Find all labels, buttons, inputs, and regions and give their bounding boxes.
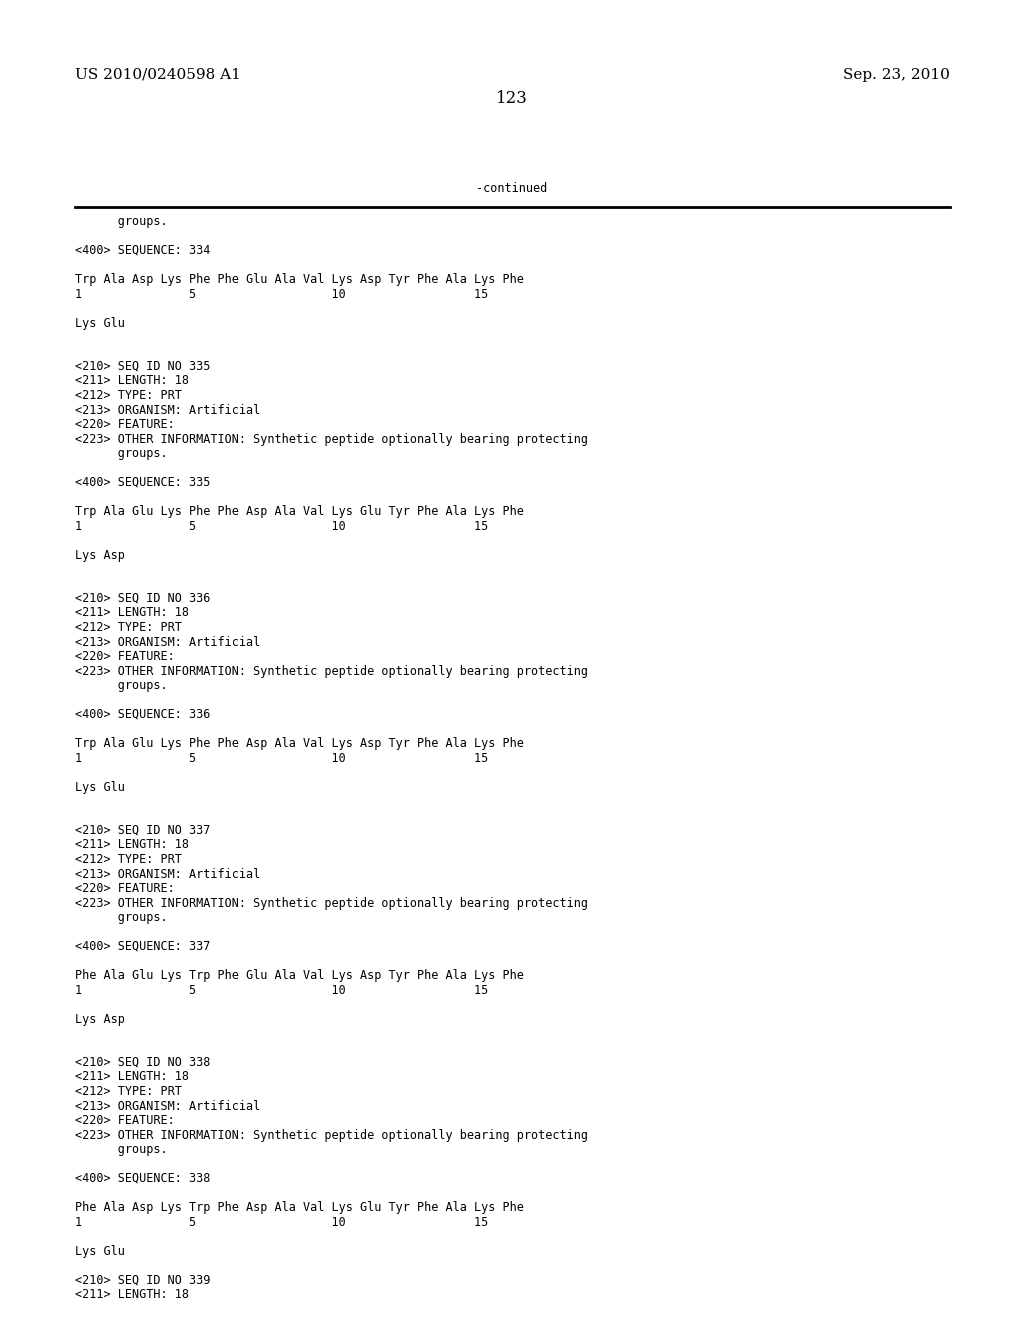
Text: <212> TYPE: PRT: <212> TYPE: PRT xyxy=(75,620,182,634)
Text: <223> OTHER INFORMATION: Synthetic peptide optionally bearing protecting: <223> OTHER INFORMATION: Synthetic pepti… xyxy=(75,664,588,677)
Text: <223> OTHER INFORMATION: Synthetic peptide optionally bearing protecting: <223> OTHER INFORMATION: Synthetic pepti… xyxy=(75,433,588,446)
Text: <212> TYPE: PRT: <212> TYPE: PRT xyxy=(75,389,182,403)
Text: <400> SEQUENCE: 338: <400> SEQUENCE: 338 xyxy=(75,1172,210,1185)
Text: Sep. 23, 2010: Sep. 23, 2010 xyxy=(843,69,950,82)
Text: 1               5                   10                  15: 1 5 10 15 xyxy=(75,751,488,764)
Text: <220> FEATURE:: <220> FEATURE: xyxy=(75,649,175,663)
Text: Trp Ala Asp Lys Phe Phe Glu Ala Val Lys Asp Tyr Phe Ala Lys Phe: Trp Ala Asp Lys Phe Phe Glu Ala Val Lys … xyxy=(75,273,524,286)
Text: Lys Glu: Lys Glu xyxy=(75,1245,125,1258)
Text: US 2010/0240598 A1: US 2010/0240598 A1 xyxy=(75,69,241,82)
Text: Trp Ala Glu Lys Phe Phe Asp Ala Val Lys Asp Tyr Phe Ala Lys Phe: Trp Ala Glu Lys Phe Phe Asp Ala Val Lys … xyxy=(75,737,524,750)
Text: <210> SEQ ID NO 338: <210> SEQ ID NO 338 xyxy=(75,1056,210,1069)
Text: Phe Ala Asp Lys Trp Phe Asp Ala Val Lys Glu Tyr Phe Ala Lys Phe: Phe Ala Asp Lys Trp Phe Asp Ala Val Lys … xyxy=(75,1201,524,1214)
Text: <210> SEQ ID NO 336: <210> SEQ ID NO 336 xyxy=(75,591,210,605)
Text: <213> ORGANISM: Artificial: <213> ORGANISM: Artificial xyxy=(75,404,260,417)
Text: Lys Asp: Lys Asp xyxy=(75,1012,125,1026)
Text: <211> LENGTH: 18: <211> LENGTH: 18 xyxy=(75,838,189,851)
Text: Trp Ala Glu Lys Phe Phe Asp Ala Val Lys Glu Tyr Phe Ala Lys Phe: Trp Ala Glu Lys Phe Phe Asp Ala Val Lys … xyxy=(75,506,524,517)
Text: <212> TYPE: PRT: <212> TYPE: PRT xyxy=(75,1085,182,1098)
Text: Phe Ala Glu Lys Trp Phe Glu Ala Val Lys Asp Tyr Phe Ala Lys Phe: Phe Ala Glu Lys Trp Phe Glu Ala Val Lys … xyxy=(75,969,524,982)
Text: groups.: groups. xyxy=(75,1143,168,1156)
Text: <210> SEQ ID NO 337: <210> SEQ ID NO 337 xyxy=(75,824,210,837)
Text: 123: 123 xyxy=(496,90,528,107)
Text: <400> SEQUENCE: 335: <400> SEQUENCE: 335 xyxy=(75,477,210,488)
Text: 1               5                   10                  15: 1 5 10 15 xyxy=(75,983,488,997)
Text: Lys Glu: Lys Glu xyxy=(75,780,125,793)
Text: <400> SEQUENCE: 337: <400> SEQUENCE: 337 xyxy=(75,940,210,953)
Text: <220> FEATURE:: <220> FEATURE: xyxy=(75,1114,175,1127)
Text: 1               5                   10                  15: 1 5 10 15 xyxy=(75,1216,488,1229)
Text: groups.: groups. xyxy=(75,678,168,692)
Text: <213> ORGANISM: Artificial: <213> ORGANISM: Artificial xyxy=(75,867,260,880)
Text: -continued: -continued xyxy=(476,182,548,195)
Text: <211> LENGTH: 18: <211> LENGTH: 18 xyxy=(75,375,189,388)
Text: groups.: groups. xyxy=(75,447,168,459)
Text: <400> SEQUENCE: 336: <400> SEQUENCE: 336 xyxy=(75,708,210,721)
Text: <211> LENGTH: 18: <211> LENGTH: 18 xyxy=(75,606,189,619)
Text: groups.: groups. xyxy=(75,911,168,924)
Text: <213> ORGANISM: Artificial: <213> ORGANISM: Artificial xyxy=(75,1100,260,1113)
Text: groups.: groups. xyxy=(75,215,168,228)
Text: Lys Asp: Lys Asp xyxy=(75,549,125,561)
Text: <210> SEQ ID NO 339: <210> SEQ ID NO 339 xyxy=(75,1274,210,1287)
Text: <223> OTHER INFORMATION: Synthetic peptide optionally bearing protecting: <223> OTHER INFORMATION: Synthetic pepti… xyxy=(75,896,588,909)
Text: <220> FEATURE:: <220> FEATURE: xyxy=(75,882,175,895)
Text: <211> LENGTH: 18: <211> LENGTH: 18 xyxy=(75,1071,189,1084)
Text: Lys Glu: Lys Glu xyxy=(75,317,125,330)
Text: <400> SEQUENCE: 334: <400> SEQUENCE: 334 xyxy=(75,244,210,257)
Text: <213> ORGANISM: Artificial: <213> ORGANISM: Artificial xyxy=(75,635,260,648)
Text: 1               5                   10                  15: 1 5 10 15 xyxy=(75,288,488,301)
Text: <210> SEQ ID NO 335: <210> SEQ ID NO 335 xyxy=(75,360,210,374)
Text: <220> FEATURE:: <220> FEATURE: xyxy=(75,418,175,432)
Text: <212> TYPE: PRT: <212> TYPE: PRT xyxy=(75,853,182,866)
Text: <223> OTHER INFORMATION: Synthetic peptide optionally bearing protecting: <223> OTHER INFORMATION: Synthetic pepti… xyxy=(75,1129,588,1142)
Text: <211> LENGTH: 18: <211> LENGTH: 18 xyxy=(75,1288,189,1302)
Text: 1               5                   10                  15: 1 5 10 15 xyxy=(75,520,488,532)
